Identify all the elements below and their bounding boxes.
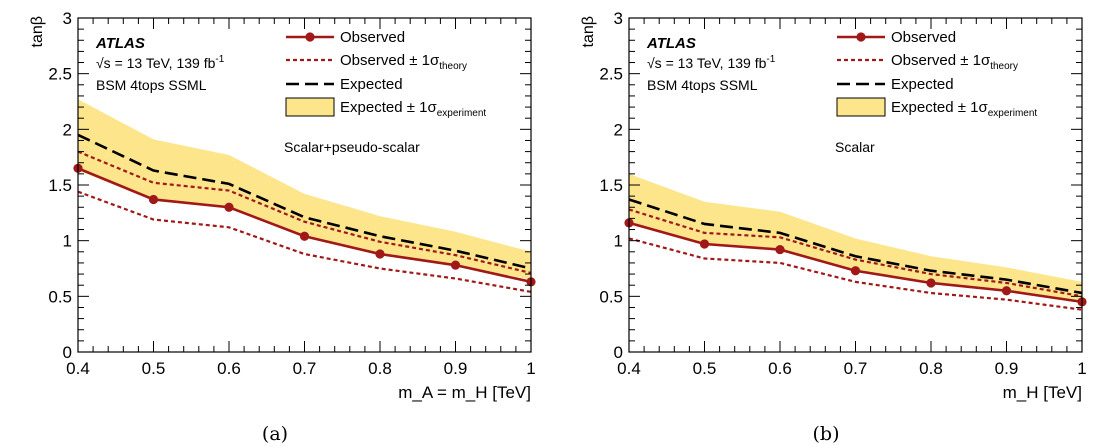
- x-tick-label: 0.8: [919, 359, 943, 378]
- y-tick-label: 1: [614, 232, 623, 251]
- legend-expected-band-swatch: [285, 97, 335, 117]
- legend-observed-theory-label: Observed ± 1σtheory: [891, 52, 1018, 72]
- expected-band: [629, 173, 1082, 301]
- legend-expected-band-label: Expected ± 1σexperiment: [891, 99, 1037, 119]
- observed-point: [850, 266, 861, 276]
- tick-marks: [77, 17, 532, 353]
- x-tick-label: 0.6: [217, 359, 241, 378]
- observed-point: [775, 244, 785, 255]
- observed-theory-up-line: [78, 150, 531, 275]
- y-axis-title: tanβ: [29, 16, 46, 47]
- x-tick-label: 0.6: [768, 359, 792, 378]
- y-tick-label: 1: [63, 232, 72, 251]
- expected-line: [629, 198, 1082, 295]
- analysis-label: BSM 4tops SSML: [96, 77, 207, 93]
- x-tick-label: 0.7: [293, 359, 317, 378]
- x-tick-label: 1: [1077, 359, 1086, 378]
- y-tick-label: 2: [63, 120, 72, 139]
- legend-expected-band-swatch: [836, 97, 886, 117]
- y-tick-label: 0: [63, 343, 72, 362]
- observed-point: [299, 231, 310, 241]
- y-tick-label: 2.5: [48, 65, 72, 84]
- observed-point: [224, 202, 234, 212]
- legend-expected-label: Expected: [340, 76, 403, 93]
- legend-observed-label: Observed: [340, 29, 405, 46]
- chart-a: 0.4 0.5 0.6 0.7 0.8 0.9 1 0 0.5 1 1.5 2 2.5 3 tanβ m_A …: [29, 9, 536, 445]
- y-tick-label: 1.5: [48, 176, 72, 195]
- y-tick-label: 2.5: [599, 65, 623, 84]
- x-axis-title: m_A = m_H [TeV]: [398, 383, 531, 402]
- tick-marks: [628, 17, 1083, 353]
- legend-expected-band-label: Expected ± 1σexperiment: [340, 99, 486, 119]
- x-tick-label: 0.4: [617, 359, 641, 378]
- panel-b: 0.4 0.5 0.6 0.7 0.8 0.9 1 0 0.5 1 1.5 2 2.5 3 tanβ m_H …: [551, 0, 1102, 446]
- observed-point: [148, 194, 159, 205]
- observed-point: [375, 249, 385, 259]
- x-tick-label: 0.7: [844, 359, 868, 378]
- legend-expected-label: Expected: [891, 76, 954, 93]
- chart-b: 0.4 0.5 0.6 0.7 0.8 0.9 1 0 0.5 1 1.5 2 2.5 3 tanβ m_H …: [580, 9, 1087, 445]
- observed-theory-up-line: [629, 208, 1082, 298]
- legend-observed-marker: [856, 32, 866, 42]
- y-tick-label: 0: [614, 343, 623, 362]
- x-tick-label: 0.5: [693, 359, 717, 378]
- y-tick-label: 3: [63, 9, 72, 28]
- panel-caption: (a): [262, 423, 288, 445]
- y-axis-title: tanβ: [580, 16, 597, 47]
- y-tick-label: 3: [614, 9, 623, 28]
- observed-point: [926, 278, 936, 288]
- experiment-label: ATLAS: [646, 35, 696, 52]
- y-tick-label: 2: [614, 120, 623, 139]
- observed-point: [1001, 286, 1012, 296]
- panel-a: 0.4 0.5 0.6 0.7 0.8 0.9 1 0 0.5 1 1.5 2 2.5 3 tanβ m_A …: [29, 9, 536, 445]
- x-tick-label: 0.5: [142, 359, 166, 378]
- plot-data-group: [629, 173, 1082, 311]
- observed-point: [450, 260, 461, 270]
- observed-theory-down-line: [629, 237, 1082, 311]
- y-tick-label: 1.5: [599, 176, 623, 195]
- legend-observed-theory-label: Observed ± 1σtheory: [340, 52, 467, 72]
- analysis-label: BSM 4tops SSML: [647, 77, 758, 93]
- energy-lumi-label: √s = 13 TeV, 139 fb-1: [647, 54, 776, 71]
- model-label: Scalar: [835, 139, 875, 155]
- energy-lumi-label: √s = 13 TeV, 139 fb-1: [96, 54, 225, 71]
- y-tick-label: 0.5: [599, 287, 623, 306]
- legend: Observed Observed ± 1σtheory Expected Expec…: [836, 29, 1037, 119]
- x-tick-label: 0.9: [995, 359, 1019, 378]
- plot-data-group: [78, 99, 531, 293]
- x-tick-label: 1: [526, 359, 535, 378]
- y-tick-label: 0.5: [48, 287, 72, 306]
- experiment-label: ATLAS: [95, 35, 145, 52]
- x-tick-label: 0.9: [444, 359, 468, 378]
- legend: Observed Observed ± 1σtheory Expected Expec…: [285, 29, 486, 119]
- legend-observed-marker: [305, 32, 315, 42]
- legend-observed-label: Observed: [891, 29, 956, 46]
- x-tick-label: 0.8: [368, 359, 392, 378]
- x-axis-title: m_H [TeV]: [1003, 383, 1082, 402]
- observed-point: [699, 239, 710, 249]
- model-label: Scalar+pseudo-scalar: [284, 139, 420, 155]
- panel-caption: (b): [813, 423, 840, 445]
- expected-line: [78, 133, 531, 270]
- x-tick-label: 0.4: [66, 359, 90, 378]
- observed-theory-down-line: [78, 190, 531, 293]
- expected-band: [78, 99, 531, 280]
